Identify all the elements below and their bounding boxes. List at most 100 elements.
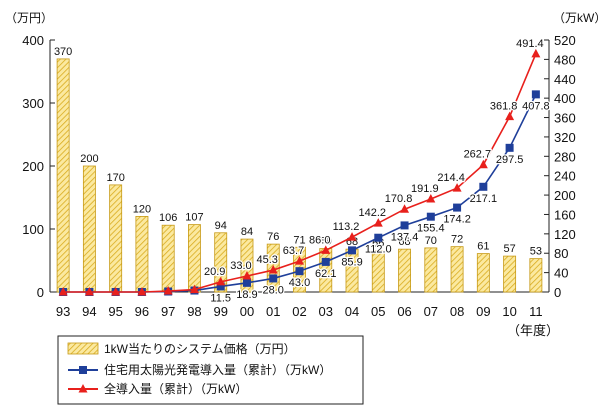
bar — [161, 224, 175, 293]
point-marker — [321, 245, 331, 254]
line-point-label: 191.9 — [411, 183, 439, 195]
point-marker — [295, 256, 304, 265]
x-tick-label: 95 — [108, 304, 122, 319]
bar — [109, 184, 123, 293]
x-tick-label: 08 — [450, 304, 464, 319]
legend-marker-residential — [79, 366, 87, 374]
line-point-label: 142.2 — [359, 207, 387, 219]
line-point-label: 407.8 — [522, 100, 550, 112]
bar — [476, 253, 490, 293]
x-axis-ticks: 93 94 95 96 97 98 99 00 01 02 03 04 05 06 07 08 09 10 11 — [56, 304, 543, 319]
bar — [135, 215, 149, 293]
right-tick-label: 0 — [554, 285, 561, 300]
bar-label: 120 — [133, 203, 151, 215]
line-point-label: 155.4 — [417, 223, 445, 235]
bar-label: 200 — [80, 153, 98, 165]
bar-series — [56, 58, 543, 293]
bar-label: 72 — [451, 234, 463, 246]
point-marker — [163, 286, 173, 295]
point-marker — [111, 287, 121, 296]
right-tick-label: 200 — [554, 188, 576, 203]
legend-marker-total — [78, 384, 88, 393]
left-tick-label: 400 — [22, 33, 44, 48]
point-marker — [189, 284, 199, 294]
bar-label: 70 — [425, 235, 437, 247]
point-marker — [321, 257, 330, 266]
point-marker — [453, 203, 462, 212]
right-axis-ticks: 0 40 80 120 160 200 240 280 320 360 400 440 480 520 — [544, 33, 576, 300]
right-tick-label: 480 — [554, 52, 576, 67]
line-point-label: 174.2 — [443, 214, 471, 226]
legend-label-residential: 住宅用太陽光発電導入量（累計）（万kW） — [104, 362, 331, 377]
x-axis-unit-label: （年度） — [507, 323, 559, 338]
bar-label: 106 — [159, 212, 177, 224]
point-marker — [348, 246, 357, 255]
line-point-label: 85.9 — [341, 256, 362, 268]
x-tick-label: 02 — [292, 304, 306, 319]
bar-label: 68 — [398, 236, 410, 248]
line-point-label: 262.7 — [464, 149, 492, 161]
bar-label: 76 — [267, 231, 279, 243]
line-point-label: 63.7 — [283, 245, 304, 257]
bar — [529, 258, 543, 293]
bar-label: 57 — [503, 243, 515, 255]
x-tick-label: 03 — [319, 304, 333, 319]
line-point-label: 45.3 — [257, 254, 278, 266]
bar — [214, 232, 228, 293]
line-point-label: 214.4 — [437, 172, 465, 184]
x-tick-label: 99 — [213, 304, 227, 319]
line-point-label: 217.1 — [470, 193, 498, 205]
point-marker — [373, 218, 383, 227]
bar-label: 84 — [241, 226, 253, 238]
point-marker — [374, 233, 383, 242]
x-tick-label: 97 — [161, 304, 175, 319]
legend-box — [57, 335, 364, 405]
point-marker — [400, 204, 410, 213]
point-marker — [400, 221, 409, 230]
bar-label: 170 — [106, 172, 124, 184]
point-marker — [242, 278, 251, 287]
point-marker — [269, 274, 278, 283]
left-tick-label: 200 — [22, 159, 44, 174]
x-tick-label: 05 — [371, 304, 385, 319]
right-tick-label: 80 — [554, 246, 568, 261]
bar — [82, 165, 96, 293]
bar — [371, 250, 385, 293]
right-tick-label: 440 — [554, 72, 576, 87]
left-tick-label: 0 — [37, 285, 44, 300]
point-marker — [295, 267, 304, 276]
right-tick-label: 240 — [554, 169, 576, 184]
right-tick-label: 120 — [554, 227, 576, 242]
right-tick-label: 160 — [554, 207, 576, 222]
point-marker — [531, 48, 541, 58]
bar-label: 107 — [185, 212, 203, 224]
x-tick-label: 00 — [240, 304, 254, 319]
x-tick-label: 94 — [82, 304, 96, 319]
x-tick-label: 10 — [502, 304, 516, 319]
bar-label: 94 — [215, 220, 227, 232]
line-point-label: 112.0 — [365, 244, 392, 256]
point-marker — [426, 194, 436, 203]
right-tick-label: 320 — [554, 130, 576, 145]
point-marker — [478, 159, 488, 169]
line-point-label: 297.5 — [496, 154, 524, 166]
line-point-label: 62.1 — [315, 268, 336, 280]
left-axis-unit-label: （万円） — [5, 11, 53, 25]
x-tick-label: 07 — [424, 304, 438, 319]
point-marker — [84, 287, 94, 296]
x-tick-label: 09 — [476, 304, 490, 319]
right-tick-label: 400 — [554, 91, 576, 106]
right-tick-label: 40 — [554, 266, 568, 281]
line-point-label: 28.0 — [263, 284, 284, 296]
point-marker — [531, 90, 540, 99]
left-tick-label: 300 — [22, 96, 44, 111]
bar — [450, 246, 464, 293]
x-tick-label: 04 — [345, 304, 359, 319]
point-marker — [58, 287, 68, 296]
right-axis-unit-label: （万kW） — [553, 11, 600, 25]
point-marker — [452, 183, 462, 192]
point-marker — [347, 232, 357, 241]
point-marker — [137, 287, 147, 296]
bar — [56, 58, 70, 293]
point-marker — [242, 271, 252, 280]
